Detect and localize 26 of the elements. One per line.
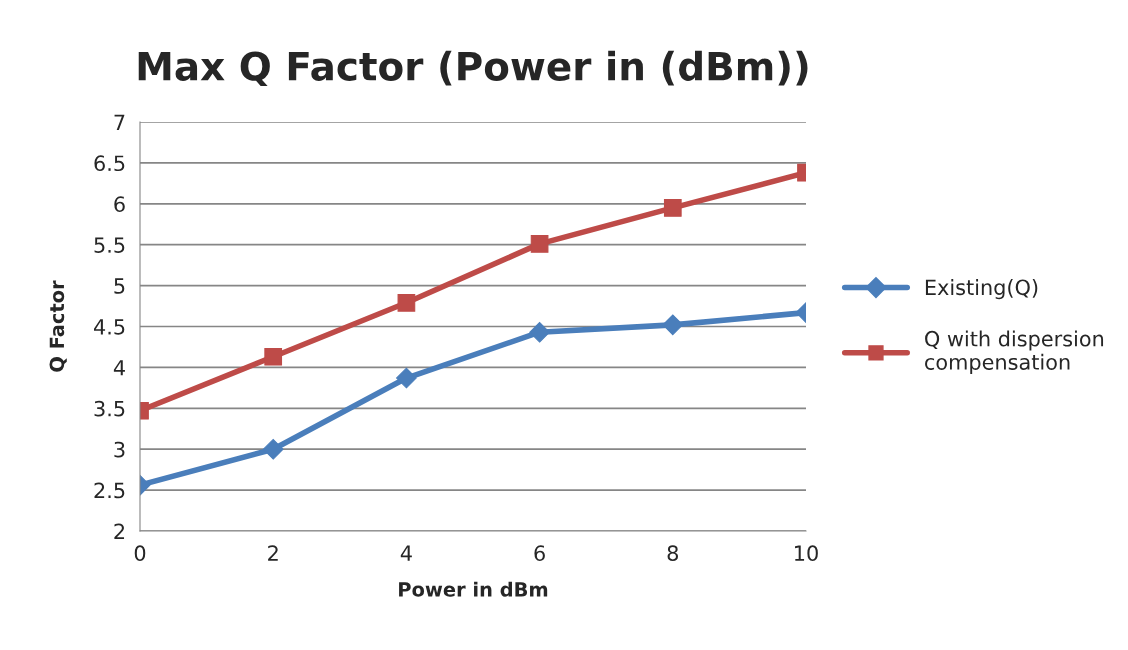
y-tick-label: 5 xyxy=(114,278,125,294)
x-tick-label: 2 xyxy=(268,545,278,561)
point xyxy=(529,321,550,343)
x-axis-title: Power in dBm xyxy=(399,581,548,597)
point xyxy=(530,235,549,253)
y-tick-label: 5.5 xyxy=(94,237,125,253)
y-tick-label: 3.5 xyxy=(94,400,125,417)
y-tick-label: 4.5 xyxy=(94,319,125,335)
y-tick-label: 6.5 xyxy=(94,155,125,172)
legend-label: Q with dispersion compensation xyxy=(925,330,1104,374)
y-tick-label: 2 xyxy=(114,523,125,539)
x-tick-label: 0 xyxy=(134,545,146,562)
y-tick-label: 6 xyxy=(114,196,125,213)
x-tick-label: 10 xyxy=(795,545,818,562)
legend-label: Existing(Q) xyxy=(925,279,1038,300)
y-tick-label: 7 xyxy=(114,114,125,130)
y-axis-title: Q Factor xyxy=(49,280,67,372)
point xyxy=(396,367,417,389)
x-tick-label: 4 xyxy=(400,545,412,561)
y-tick-label: 3 xyxy=(114,441,125,458)
y-tick-label: 4 xyxy=(113,360,125,376)
chart-title: Max Q Factor (Power in (dBm)) xyxy=(138,50,808,87)
x-tick-label: 8 xyxy=(667,545,678,562)
point xyxy=(397,293,416,312)
x-tick-label: 6 xyxy=(534,545,545,562)
y-tick-label: 2.5 xyxy=(94,482,125,499)
